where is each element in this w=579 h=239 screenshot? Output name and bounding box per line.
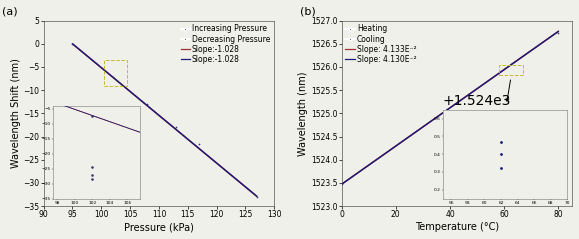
Text: (b): (b) [300, 7, 316, 17]
X-axis label: Pressure (kPa): Pressure (kPa) [124, 222, 194, 232]
Point [108, 167, 118, 171]
Point [68, 42, 77, 46]
Point [505, 143, 514, 147]
Legend: Increasing Pressure, Decreasing Pressure, Slope:-1.028, Slope:-1.028: Increasing Pressure, Decreasing Pressure… [179, 23, 272, 65]
Y-axis label: Wavelength Shift (nm): Wavelength Shift (nm) [10, 58, 21, 168]
X-axis label: Temperature (°C): Temperature (°C) [415, 222, 499, 232]
Point [445, 153, 455, 157]
Point [143, 102, 152, 106]
Point [195, 141, 204, 145]
Text: (a): (a) [2, 7, 18, 17]
Point [337, 182, 346, 186]
Point [171, 125, 181, 129]
Y-axis label: Wavelength (nm): Wavelength (nm) [298, 71, 308, 156]
Legend: Heating, Cooling, Slope: 4.133E⁻², Slope: 4.130E⁻²: Heating, Cooling, Slope: 4.133E⁻², Slope… [344, 23, 418, 65]
Point [505, 139, 514, 143]
Point [108, 156, 118, 159]
Point [554, 31, 563, 35]
Point [108, 174, 118, 178]
Point [108, 75, 118, 79]
Point [505, 136, 514, 140]
Point [252, 195, 262, 199]
